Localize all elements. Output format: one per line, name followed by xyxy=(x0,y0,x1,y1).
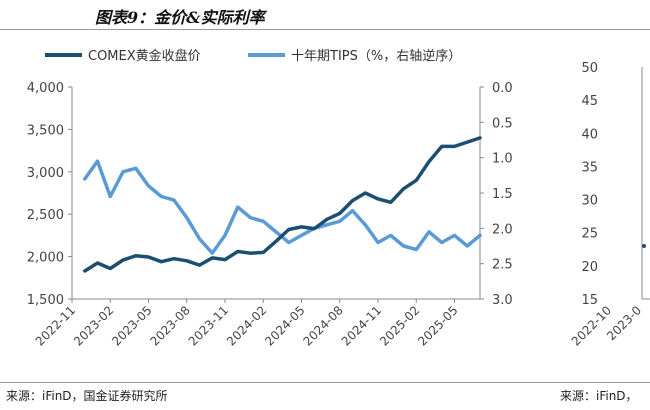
legend-label-tips: 十年期TIPS（%，右轴逆序） xyxy=(291,48,461,64)
x-tick-label: 2022-11 xyxy=(33,303,78,348)
y-left-tick-label: 3,000 xyxy=(27,166,64,181)
x-tick-label: 2023-11 xyxy=(186,303,231,348)
y-tick-label-right-chart: 35 xyxy=(581,160,598,175)
y-tick-label-right-chart: 20 xyxy=(581,260,598,275)
chart-area: 1,500 2,000 2,500 3,000 3,500 4,000 0.0 0.5 1.0 1… xyxy=(27,48,650,349)
source-note-right: 来源：iFinD， xyxy=(560,389,638,403)
series-point-right-chart xyxy=(642,243,646,248)
x-tick-label: 2023-05 xyxy=(109,303,154,348)
y-left-tick-label: 3,500 xyxy=(27,123,64,138)
y-right-tick-label: 1.0 xyxy=(492,152,513,167)
y-left-tick-label: 2,000 xyxy=(27,251,64,266)
y-left-tick-label: 1,500 xyxy=(27,293,64,308)
source-note: 来源：iFinD，国金证券研究所 xyxy=(6,389,168,403)
x-tick-label: 2025-05 xyxy=(415,303,460,348)
x-tick-label: 2024-08 xyxy=(301,303,346,348)
x-tick-label: 2023-02 xyxy=(71,303,116,348)
x-tick-label: 2024-05 xyxy=(262,303,307,348)
y-right-tick-label: 2.0 xyxy=(492,222,513,237)
y-right-tick-label: 3.0 xyxy=(492,293,513,308)
y-tick-label-right-chart: 30 xyxy=(581,194,598,209)
y-right-tick-label: 0.5 xyxy=(492,116,513,131)
series-gold-line xyxy=(83,136,482,273)
gold-tips-chart: 1,500 2,000 2,500 3,000 3,500 4,000 0.0 0.5 1.0 1… xyxy=(27,48,513,349)
y-tick-label-right-chart: 25 xyxy=(581,227,598,242)
y-right-tick-label: 0.0 xyxy=(492,81,513,96)
y-right-tick-label: 1.5 xyxy=(492,187,513,202)
y-right-tick-label: 2.5 xyxy=(492,258,513,273)
y-left-tick-label: 2,500 xyxy=(27,208,64,223)
y-left-tick-label: 4,000 xyxy=(27,81,64,96)
y-tick-label-right-chart: 15 xyxy=(581,293,598,308)
figure-title: 图表9：金价&实际利率 xyxy=(95,8,265,27)
x-tick-label: 2023-08 xyxy=(148,303,193,348)
x-tick-label: 2025-02 xyxy=(377,303,422,348)
y-tick-label-right-chart: 45 xyxy=(581,94,598,109)
top-rule xyxy=(0,29,650,30)
bottom-rule xyxy=(0,382,650,383)
y-tick-label-right-chart: 50 xyxy=(581,61,598,76)
y-tick-label-right-chart: 40 xyxy=(581,127,598,142)
x-tick-label: 2024-11 xyxy=(339,303,384,348)
x-tick-label-right-chart: 2022-10 xyxy=(569,303,614,348)
x-tick-label: 2024-02 xyxy=(224,303,269,348)
legend-label-gold: COMEX黄金收盘价 xyxy=(88,48,201,64)
